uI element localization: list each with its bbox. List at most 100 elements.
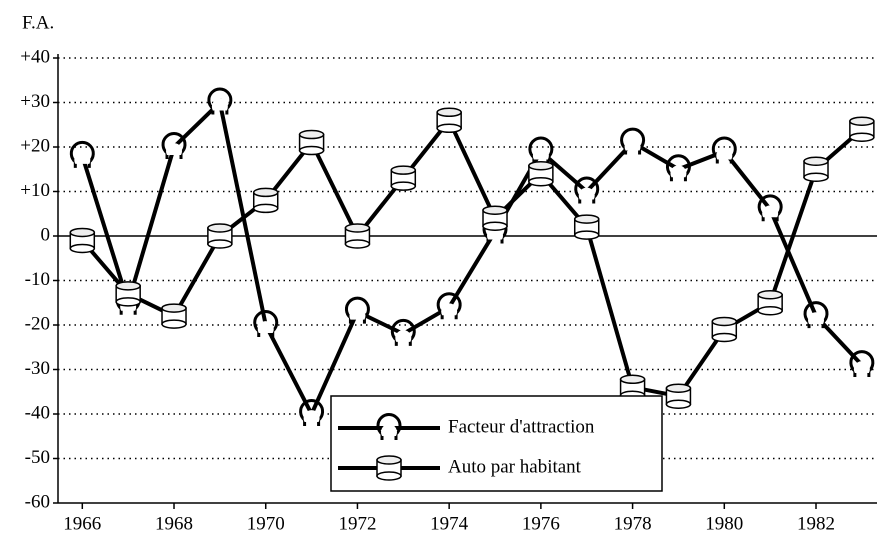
marker-shape — [482, 205, 508, 215]
y-tick-label: -10 — [25, 269, 50, 290]
marker-shape — [69, 140, 95, 168]
marker-shape — [716, 147, 733, 160]
x-tick-label: 1974 — [430, 513, 469, 534]
marker-shape — [376, 413, 402, 440]
marker-shape — [390, 165, 417, 175]
marker — [803, 156, 829, 182]
y-tick-label: -50 — [25, 447, 50, 468]
x-tick-label: 1980 — [705, 513, 743, 534]
marker-shape — [344, 296, 370, 324]
marker-shape — [711, 136, 737, 164]
marker-shape — [298, 145, 325, 156]
marker — [757, 194, 783, 222]
marker-shape — [390, 318, 416, 346]
marker-shape — [441, 303, 458, 316]
marker — [711, 136, 737, 164]
marker-shape — [298, 129, 325, 140]
marker — [115, 281, 141, 307]
marker — [344, 296, 370, 324]
x-tick-label: 1970 — [247, 513, 285, 534]
marker-shape — [665, 399, 692, 409]
marker-shape — [207, 223, 233, 233]
marker — [757, 290, 783, 316]
marker-shape — [161, 319, 187, 329]
marker-shape — [711, 332, 738, 343]
series-line — [80, 116, 864, 399]
marker-shape — [69, 243, 96, 254]
marker — [161, 132, 187, 159]
y-tick-label: 0 — [41, 224, 51, 245]
marker-shape — [849, 116, 875, 126]
y-tick-label: -40 — [25, 402, 50, 423]
marker-shape — [803, 172, 829, 182]
marker-shape — [757, 290, 783, 300]
marker — [573, 214, 600, 240]
marker-shape — [528, 136, 554, 164]
x-tick-label: 1966 — [63, 513, 101, 534]
marker — [207, 87, 233, 115]
x-tick-label: 1978 — [614, 513, 652, 534]
marker-shape — [578, 187, 595, 200]
marker-shape — [436, 107, 462, 118]
marker — [436, 107, 462, 134]
marker-shape — [207, 87, 233, 115]
marker-shape — [390, 181, 417, 191]
marker — [253, 310, 279, 337]
marker-shape — [482, 221, 508, 231]
marker-shape — [808, 312, 825, 325]
marker-shape — [619, 374, 646, 385]
marker-shape — [624, 138, 641, 151]
marker-shape — [573, 230, 600, 240]
y-tick-label: -60 — [25, 491, 50, 512]
y-tick-label: +30 — [20, 91, 50, 112]
marker-shape — [211, 98, 228, 111]
marker-shape — [849, 132, 875, 142]
marker-shape — [253, 310, 279, 337]
marker-shape — [376, 455, 402, 465]
marker-shape — [665, 154, 691, 182]
y-tick-label: +40 — [20, 46, 50, 67]
legend: Facteur d'attraction Auto par habitant — [330, 395, 663, 492]
y-tick-label: -30 — [25, 358, 50, 379]
marker-shape — [620, 127, 646, 155]
marker — [528, 136, 554, 164]
marker-shape — [436, 123, 462, 134]
legend-label: Facteur d'attraction — [448, 416, 595, 437]
marker — [665, 154, 691, 182]
marker — [390, 165, 417, 191]
marker — [69, 140, 95, 168]
marker — [69, 227, 96, 254]
marker — [803, 301, 829, 329]
marker-shape — [166, 143, 183, 155]
marker — [849, 116, 875, 142]
series-line — [80, 98, 864, 419]
marker-shape — [161, 132, 187, 159]
marker — [299, 399, 325, 426]
marker — [528, 160, 554, 187]
marker-shape — [670, 165, 687, 178]
marker-shape — [252, 187, 279, 198]
marker-shape — [161, 303, 187, 313]
marker — [298, 129, 325, 156]
marker-shape — [803, 156, 829, 166]
y-tick-label: +10 — [20, 180, 50, 201]
marker — [161, 303, 187, 329]
marker — [252, 187, 279, 214]
marker-shape — [574, 176, 600, 204]
marker-shape — [303, 410, 320, 422]
marker-shape — [757, 194, 783, 222]
marker-shape — [252, 203, 279, 214]
marker-shape — [299, 399, 325, 426]
marker-shape — [207, 239, 233, 249]
x-tick-label: 1972 — [338, 513, 376, 534]
marker-shape — [69, 227, 96, 238]
marker — [344, 223, 371, 249]
y-tick-label: -20 — [25, 313, 50, 334]
marker — [665, 383, 692, 409]
marker-shape — [436, 292, 462, 320]
marker-shape — [757, 306, 783, 316]
marker — [376, 413, 402, 440]
marker-shape — [528, 176, 554, 187]
